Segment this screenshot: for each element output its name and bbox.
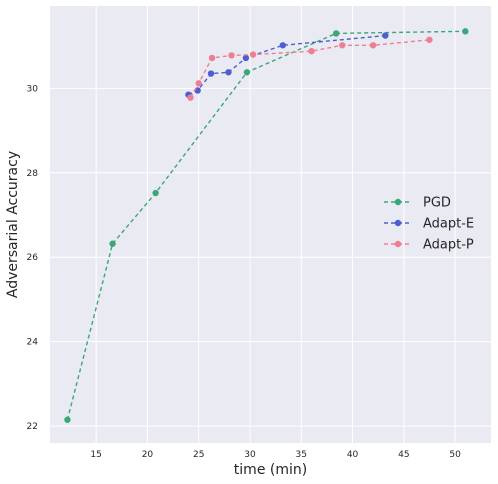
series-adapt-p [187, 36, 433, 101]
legend-item: PGD [384, 196, 451, 211]
x-tick-label: 40 [347, 450, 359, 460]
data-point [462, 28, 469, 35]
y-tick-label: 30 [27, 84, 39, 94]
legend-marker [394, 219, 402, 227]
legend-item: Adapt-E [384, 217, 474, 232]
x-tick-label: 45 [398, 450, 409, 460]
data-point [64, 416, 71, 423]
x-tick-label: 30 [244, 450, 256, 460]
x-tick-label: 20 [142, 450, 154, 460]
data-point [339, 42, 346, 49]
series-pgd [64, 28, 469, 423]
data-point [426, 36, 433, 43]
y-tick-label: 28 [27, 169, 39, 179]
legend-label: PGD [423, 196, 451, 211]
y-tick-label: 22 [27, 422, 38, 432]
y-tick-label: 24 [27, 338, 39, 348]
legend-label: Adapt-P [423, 238, 474, 253]
data-point [225, 69, 232, 76]
x-tick-label: 25 [193, 450, 204, 460]
data-point [369, 42, 377, 49]
data-point [152, 189, 159, 197]
data-point [228, 52, 235, 59]
data-point [109, 240, 116, 247]
y-tick-label: 26 [27, 253, 39, 263]
x-tick-label: 15 [90, 450, 101, 460]
data-point [208, 54, 216, 62]
plot-area [50, 6, 491, 443]
data-point [332, 30, 340, 37]
y-tick-labels: 22 24 26 28 30 [27, 84, 39, 432]
data-point [195, 80, 202, 87]
series-layer [64, 28, 469, 423]
data-point [249, 51, 257, 58]
data-point [242, 54, 250, 62]
x-tick-label: 35 [296, 450, 307, 460]
grid [50, 6, 491, 443]
x-tick-labels: 15 20 25 30 35 40 45 50 [90, 450, 461, 460]
data-point [279, 42, 287, 49]
legend-marker [394, 198, 402, 206]
legend-marker [394, 240, 402, 248]
legend-item: Adapt-P [384, 238, 474, 253]
data-point [243, 69, 251, 76]
x-axis-label: time (min) [234, 462, 307, 478]
legend: PGD Adapt-E Adapt-P [384, 196, 474, 253]
series-line [66, 30, 466, 420]
data-point [207, 70, 215, 77]
x-tick-label: 50 [449, 450, 461, 460]
data-point [308, 47, 315, 55]
data-point [382, 32, 389, 39]
y-axis-label: Adversarial Accuracy [5, 151, 21, 298]
data-point [187, 94, 194, 101]
legend-label: Adapt-E [423, 217, 474, 232]
